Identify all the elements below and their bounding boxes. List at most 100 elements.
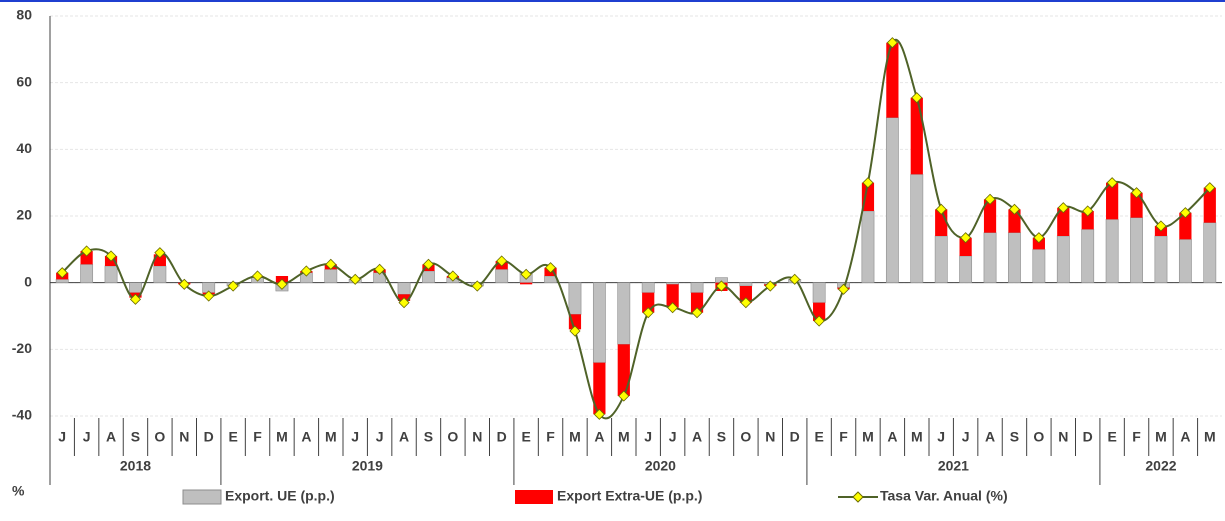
bar [666,282,680,285]
line-marker [349,273,361,285]
x-tick-label: M [911,429,923,445]
bar [617,344,630,396]
line-marker [618,390,630,402]
legend-swatch [182,489,222,505]
bar [1203,222,1217,283]
line-marker [593,408,605,420]
line-marker [398,297,410,309]
line-marker [105,250,117,262]
legend-label: Tasa Var. Anual (%) [880,488,1008,504]
line-marker [471,280,483,292]
bar [690,292,704,313]
x-tick-label: D [790,429,800,445]
x-tick-label: J [962,429,970,445]
bar [983,199,997,233]
bar [80,264,94,283]
bar [1106,182,1119,220]
y-tick-label: 80 [16,7,32,23]
bar [959,237,972,256]
bar [1032,249,1046,283]
x-tick-label: N [765,429,775,445]
year-label: 2021 [938,458,969,474]
x-tick-label: F [253,429,262,445]
line-marker [520,268,532,280]
line-marker [300,265,312,277]
x-tick-label: S [717,429,726,445]
bar [592,282,606,363]
line-marker [667,302,679,314]
x-tick-label: A [594,429,604,445]
bar [153,265,167,283]
line-marker [813,315,825,327]
line-marker [886,37,898,49]
bar [1008,232,1021,283]
bar [983,232,997,283]
x-tick-label: E [814,429,823,445]
bar [861,210,875,283]
year-label: 2019 [352,458,383,474]
x-tick-label: E [521,429,530,445]
year-label: 2020 [645,458,676,474]
bar [1081,211,1094,230]
x-tick-label: O [154,429,165,445]
x-tick-label: F [839,429,848,445]
bar [812,282,826,303]
x-tick-label: N [1058,429,1068,445]
line-marker [642,307,654,319]
bar [910,97,923,175]
legend-marker [852,491,864,503]
x-tick-label: O [740,429,751,445]
bar [1032,237,1045,250]
x-tick-label: O [447,429,458,445]
year-label: 2022 [1145,458,1176,474]
bar [959,255,973,283]
line-marker [154,247,166,259]
bar [690,282,704,293]
bar [1081,229,1095,283]
x-tick-label: M [1204,429,1216,445]
line-marker [691,307,703,319]
x-tick-label: D [204,429,214,445]
y-tick-label: 0 [24,273,32,289]
x-tick-label: A [301,429,311,445]
legend-label: Export Extra-UE (p.p.) [557,488,702,504]
line [61,39,1211,420]
x-tick-label: J [83,429,91,445]
x-tick-label: J [669,429,677,445]
x-tick-label: S [131,429,140,445]
x-tick-label: A [106,429,116,445]
bar [861,182,875,211]
x-tick-label: J [937,429,945,445]
x-tick-label: N [472,429,482,445]
bar [520,282,533,285]
bar [886,42,899,118]
bar [1056,235,1070,283]
x-tick-label: M [325,429,337,445]
line-marker [715,280,728,292]
y-tick-label: -20 [12,340,32,356]
bar [910,174,924,283]
x-tick-label: O [1033,429,1044,445]
line-marker [325,258,337,270]
line-marker [789,273,801,285]
bar [1178,239,1192,283]
x-tick-label: J [351,429,359,445]
bar [739,282,753,287]
x-tick-label: E [1107,429,1116,445]
bar [495,269,509,283]
x-tick-label: M [569,429,581,445]
line-marker [1179,207,1191,219]
legend-label: Export. UE (p.p.) [225,488,335,504]
line-marker [1106,177,1118,189]
line-marker [544,262,557,274]
bar [1130,217,1143,283]
line-marker [374,263,386,275]
bar [617,282,631,345]
line-marker [496,255,508,267]
legend-swatch [515,490,553,504]
bar [666,284,679,308]
bar [934,235,948,283]
y-tick-label: 40 [16,140,32,156]
line-marker [960,232,972,244]
line-marker [422,258,435,270]
